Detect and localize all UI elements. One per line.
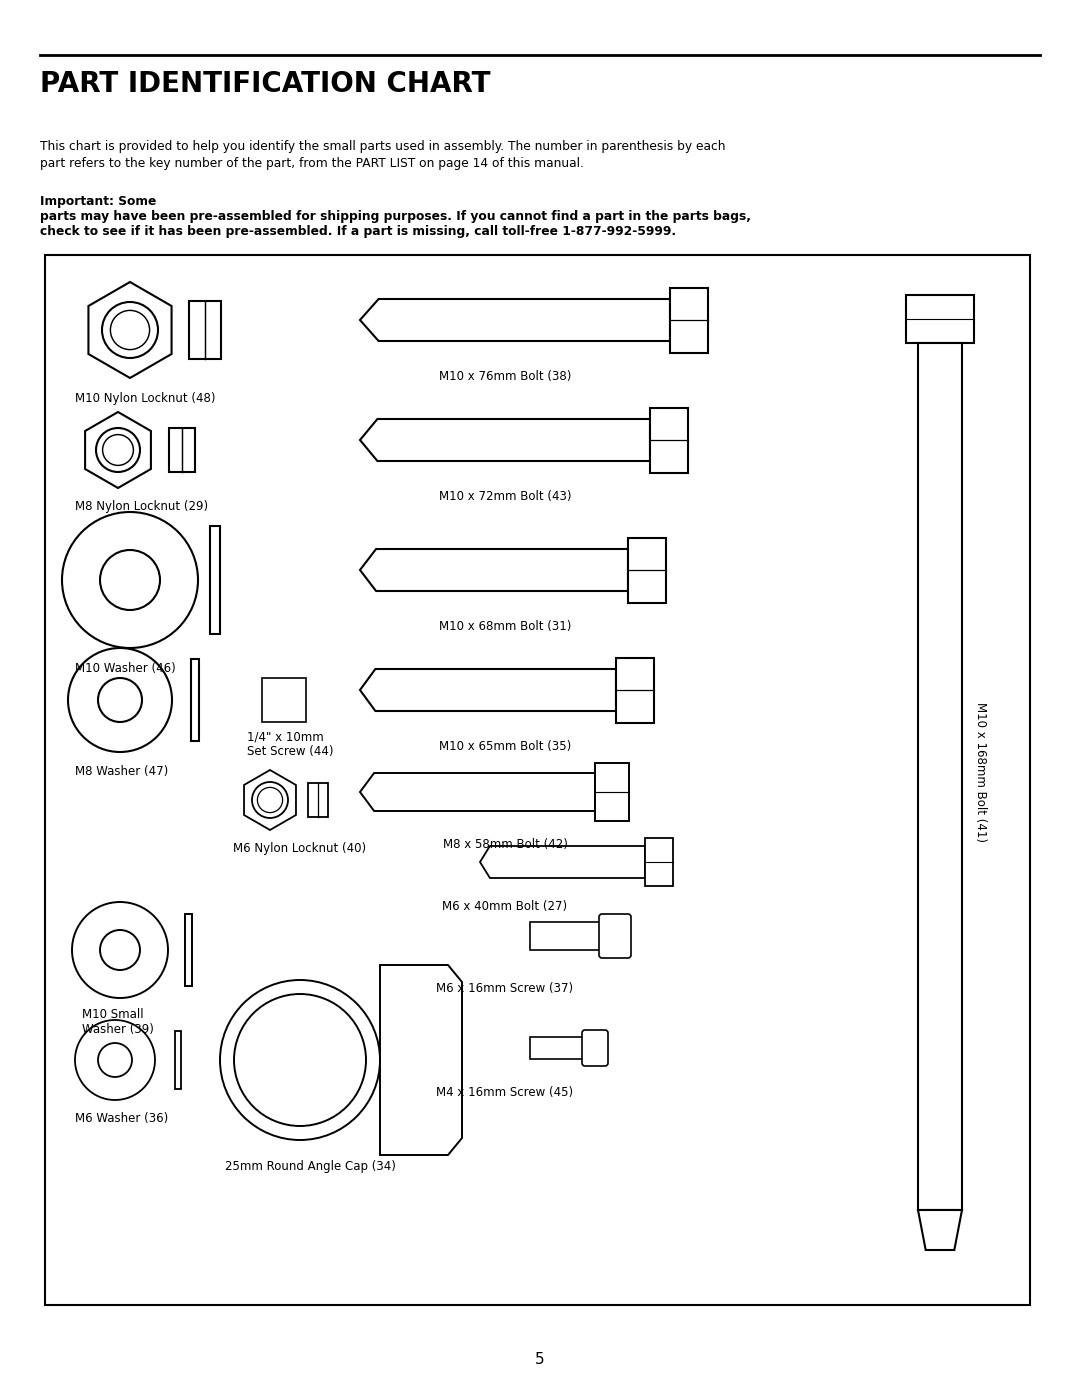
- Circle shape: [72, 902, 168, 997]
- Polygon shape: [380, 965, 462, 1155]
- FancyBboxPatch shape: [582, 1030, 608, 1066]
- Text: PART IDENTIFICATION CHART: PART IDENTIFICATION CHART: [40, 70, 490, 98]
- Text: M6 Washer (36): M6 Washer (36): [75, 1112, 168, 1125]
- Bar: [189, 300, 221, 359]
- Text: 5: 5: [536, 1352, 544, 1368]
- Circle shape: [257, 788, 283, 813]
- Circle shape: [98, 1044, 132, 1077]
- Polygon shape: [89, 282, 172, 379]
- Text: M8 Washer (47): M8 Washer (47): [75, 766, 168, 778]
- Polygon shape: [360, 549, 627, 591]
- Text: 25mm Round Angle Cap (34): 25mm Round Angle Cap (34): [225, 1160, 396, 1173]
- Polygon shape: [360, 299, 670, 341]
- Text: M10 Small: M10 Small: [82, 1009, 144, 1021]
- Text: M10 Washer (46): M10 Washer (46): [75, 662, 176, 675]
- Bar: [595, 763, 629, 821]
- Text: This chart is provided to help you identify the small parts used in assembly. Th: This chart is provided to help you ident…: [40, 140, 726, 170]
- Circle shape: [103, 434, 134, 465]
- Polygon shape: [480, 847, 645, 877]
- Text: M8 Nylon Locknut (29): M8 Nylon Locknut (29): [75, 500, 208, 513]
- Bar: [645, 838, 673, 886]
- Text: M10 x 76mm Bolt (38): M10 x 76mm Bolt (38): [438, 370, 571, 383]
- Bar: [616, 658, 654, 722]
- Text: M6 x 40mm Bolt (27): M6 x 40mm Bolt (27): [443, 900, 568, 914]
- Circle shape: [234, 995, 366, 1126]
- Polygon shape: [85, 412, 151, 488]
- Text: Important: Some: Important: Some: [40, 196, 157, 208]
- Bar: [530, 922, 602, 950]
- Text: M6 x 16mm Screw (37): M6 x 16mm Screw (37): [436, 982, 573, 995]
- Text: M10 x 65mm Bolt (35): M10 x 65mm Bolt (35): [438, 740, 571, 753]
- Bar: [918, 344, 962, 1210]
- Circle shape: [68, 648, 172, 752]
- Text: M8 x 58mm Bolt (42): M8 x 58mm Bolt (42): [443, 838, 567, 851]
- Polygon shape: [360, 669, 616, 711]
- Text: Washer (39): Washer (39): [82, 1023, 153, 1037]
- Text: M10 x 72mm Bolt (43): M10 x 72mm Bolt (43): [438, 490, 571, 503]
- Text: M10 x 68mm Bolt (31): M10 x 68mm Bolt (31): [438, 620, 571, 633]
- Bar: [168, 427, 195, 472]
- Polygon shape: [360, 419, 650, 461]
- Circle shape: [75, 1020, 156, 1099]
- Circle shape: [220, 981, 380, 1140]
- Bar: [45, 256, 1030, 1305]
- Circle shape: [96, 427, 140, 472]
- Bar: [262, 678, 306, 722]
- Bar: [185, 914, 191, 986]
- Circle shape: [110, 310, 150, 349]
- Text: check to see if it has been pre-assembled. If a part is missing, call toll-free : check to see if it has been pre-assemble…: [40, 225, 676, 237]
- Bar: [210, 527, 220, 634]
- Circle shape: [98, 678, 141, 722]
- Text: Set Screw (44): Set Screw (44): [247, 745, 334, 759]
- Circle shape: [62, 511, 198, 648]
- Circle shape: [100, 930, 140, 970]
- Text: M6 Nylon Locknut (40): M6 Nylon Locknut (40): [233, 842, 366, 855]
- Text: parts may have been pre-assembled for shipping purposes. If you cannot find a pa: parts may have been pre-assembled for sh…: [40, 210, 751, 224]
- Circle shape: [252, 782, 288, 819]
- FancyBboxPatch shape: [599, 914, 631, 958]
- Bar: [906, 295, 974, 344]
- Text: M10 Nylon Locknut (48): M10 Nylon Locknut (48): [75, 393, 216, 405]
- Text: 1/4" x 10mm: 1/4" x 10mm: [247, 731, 324, 743]
- Bar: [191, 659, 199, 740]
- Bar: [650, 408, 688, 472]
- Bar: [308, 782, 328, 817]
- Polygon shape: [918, 1210, 962, 1250]
- Polygon shape: [244, 770, 296, 830]
- Polygon shape: [360, 773, 595, 812]
- Bar: [627, 538, 666, 602]
- Bar: [530, 1037, 585, 1059]
- Bar: [175, 1031, 181, 1090]
- Circle shape: [100, 550, 160, 610]
- Circle shape: [102, 302, 158, 358]
- Text: M10 x 168mm Bolt (41): M10 x 168mm Bolt (41): [973, 703, 986, 842]
- Text: M4 x 16mm Screw (45): M4 x 16mm Screw (45): [436, 1085, 573, 1099]
- Bar: [670, 288, 708, 352]
